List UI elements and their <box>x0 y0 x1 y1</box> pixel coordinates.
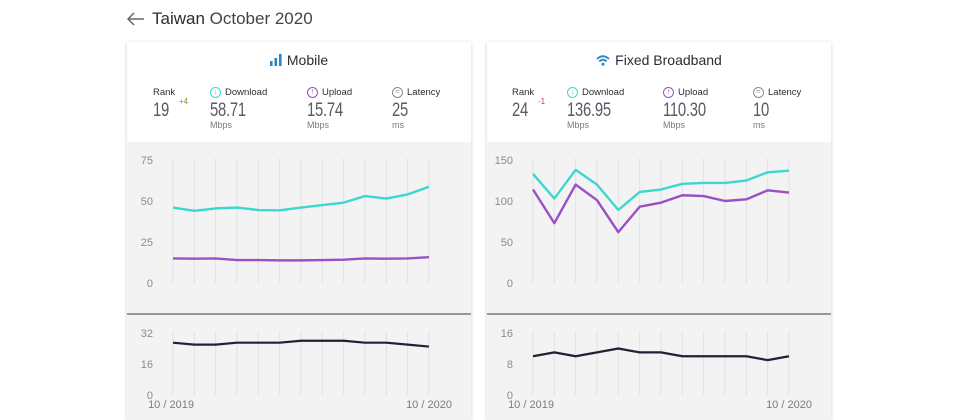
download-unit: Mbps <box>210 120 233 130</box>
y-tick-label: 0 <box>147 390 153 402</box>
download-value: 58.71 <box>210 100 246 121</box>
page-title: Taiwan October 2020 <box>152 9 313 29</box>
y-tick-label: 25 <box>141 237 153 249</box>
rank-change: +4 <box>179 97 189 106</box>
upload-arrow-icon: ↑ <box>663 86 674 98</box>
latency-value: 10 <box>753 100 770 121</box>
mobile-download: ↓ Download 58.71 Mbps <box>210 85 267 130</box>
rank-change: -1 <box>538 97 546 106</box>
mobile-upload: ↑ Upload 15.74 Mbps <box>307 85 353 130</box>
rank-label: Rank <box>153 86 176 98</box>
x-end-label: 10 / 2020 <box>766 399 812 411</box>
upload-series-line <box>172 255 430 262</box>
mobile-chart-area: 75 50 25 0 32 16 0 10 / 2019 10 / 2020 <box>127 142 471 420</box>
y-tick-label: 50 <box>501 237 513 249</box>
fixed-broadband-card: Fixed Broadband Rank 24 -1 ↓ Download 13… <box>487 42 831 420</box>
y-tick-label: 32 <box>141 328 153 340</box>
back-arrow-icon[interactable] <box>126 9 146 29</box>
download-label: Download <box>225 86 268 98</box>
mobile-card-title: Mobile <box>127 52 471 68</box>
fixed-chart-area: 150 100 50 0 16 8 0 10 / 2019 10 / 2020 <box>487 142 831 420</box>
y-tick-label: 75 <box>141 155 153 167</box>
upload-value: 15.74 <box>307 100 343 121</box>
latency-series-line <box>532 347 790 362</box>
upload-label: Upload <box>678 86 709 98</box>
fixed-title-text: Fixed Broadband <box>615 52 722 68</box>
latency-icon: ≈ <box>753 86 764 98</box>
rank-value: 24 <box>512 100 529 121</box>
download-series-line <box>172 185 430 213</box>
latency-series-line <box>172 339 430 348</box>
latency-unit: ms <box>753 120 765 130</box>
mobile-card-header: Mobile Rank 19 +4 ↓ Download 58.71 Mbps … <box>127 42 471 142</box>
fixed-latency: ≈ Latency 10 ms <box>753 85 801 130</box>
fixed-download: ↓ Download 136.95 Mbps <box>567 85 624 130</box>
latency-value: 25 <box>392 100 409 121</box>
y-tick-label: 100 <box>495 196 513 208</box>
upload-label: Upload <box>322 86 353 98</box>
download-label: Download <box>582 86 625 98</box>
fixed-card-title: Fixed Broadband <box>487 52 831 68</box>
y-tick-label: 50 <box>141 196 153 208</box>
rank-value: 19 <box>153 100 170 121</box>
signal-bars-icon <box>269 54 282 66</box>
download-arrow-icon: ↓ <box>567 86 578 98</box>
latency-icon: ≈ <box>392 86 403 98</box>
mobile-title-text: Mobile <box>286 52 329 68</box>
y-tick-label: 0 <box>507 390 513 402</box>
upload-value: 110.30 <box>663 100 706 121</box>
mobile-card: Mobile Rank 19 +4 ↓ Download 58.71 Mbps … <box>127 42 471 420</box>
y-tick-label: 16 <box>141 359 153 371</box>
download-unit: Mbps <box>567 120 590 130</box>
mobile-rank: Rank 19 +4 <box>153 85 188 122</box>
y-tick-label: 16 <box>501 328 513 340</box>
y-tick-label: 8 <box>507 359 513 371</box>
upload-series-line <box>531 183 790 234</box>
mobile-latency: ≈ Latency 25 ms <box>392 85 440 130</box>
page-header: Taiwan October 2020 <box>126 8 313 30</box>
upload-unit: Mbps <box>307 120 330 130</box>
fixed-rank: Rank 24 -1 <box>512 85 545 122</box>
report-month: October 2020 <box>209 9 313 28</box>
x-end-label: 10 / 2020 <box>406 399 452 411</box>
download-series-line <box>532 168 790 212</box>
x-start-label: 10 / 2019 <box>508 399 554 411</box>
y-tick-label: 0 <box>147 278 153 290</box>
upload-unit: Mbps <box>663 120 686 130</box>
fixed-upload: ↑ Upload 110.30 Mbps <box>663 85 718 130</box>
country-name: Taiwan <box>152 9 205 28</box>
y-tick-label: 0 <box>507 278 513 290</box>
latency-label: Latency <box>407 86 441 98</box>
x-start-label: 10 / 2019 <box>148 399 194 411</box>
latency-label: Latency <box>768 86 802 98</box>
download-value: 136.95 <box>567 100 611 121</box>
upload-arrow-icon: ↑ <box>307 86 318 98</box>
latency-unit: ms <box>392 120 404 130</box>
rank-label: Rank <box>512 86 535 98</box>
wifi-icon <box>596 54 610 66</box>
y-tick-label: 150 <box>495 155 513 167</box>
download-arrow-icon: ↓ <box>210 86 221 98</box>
fixed-card-header: Fixed Broadband Rank 24 -1 ↓ Download 13… <box>487 42 831 142</box>
